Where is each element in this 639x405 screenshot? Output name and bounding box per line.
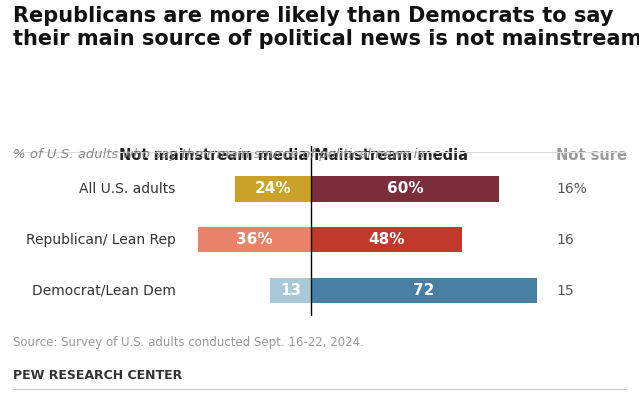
Text: PEW RESEARCH CENTER: PEW RESEARCH CENTER bbox=[13, 369, 182, 382]
Text: Mainstream media: Mainstream media bbox=[314, 147, 468, 162]
Text: 13: 13 bbox=[280, 283, 301, 298]
Text: 16: 16 bbox=[556, 233, 574, 247]
Text: All U.S. adults: All U.S. adults bbox=[79, 182, 176, 196]
Text: 60%: 60% bbox=[387, 181, 424, 196]
Bar bbox=[311, 176, 500, 202]
Text: Not mainstream media: Not mainstream media bbox=[118, 147, 308, 162]
Text: Republicans are more likely than Democrats to say
their main source of political: Republicans are more likely than Democra… bbox=[13, 6, 639, 49]
Text: 48%: 48% bbox=[368, 232, 404, 247]
Bar bbox=[270, 278, 311, 303]
Bar bbox=[198, 227, 311, 252]
Bar bbox=[236, 176, 311, 202]
Text: 36%: 36% bbox=[236, 232, 273, 247]
Text: 72: 72 bbox=[413, 283, 435, 298]
Bar bbox=[311, 278, 537, 303]
Text: Source: Survey of U.S. adults conducted Sept. 16-22, 2024.: Source: Survey of U.S. adults conducted … bbox=[13, 336, 364, 349]
Text: Republican/ Lean Rep: Republican/ Lean Rep bbox=[26, 233, 176, 247]
Text: 16%: 16% bbox=[556, 182, 587, 196]
Text: Democrat/Lean Dem: Democrat/Lean Dem bbox=[32, 284, 176, 298]
Text: 24%: 24% bbox=[255, 181, 291, 196]
Bar bbox=[311, 227, 462, 252]
Text: Not sure: Not sure bbox=[556, 147, 627, 162]
Text: % of U.S. adults who say their main source of political news is ...: % of U.S. adults who say their main sour… bbox=[13, 148, 441, 161]
Text: 15: 15 bbox=[556, 284, 574, 298]
